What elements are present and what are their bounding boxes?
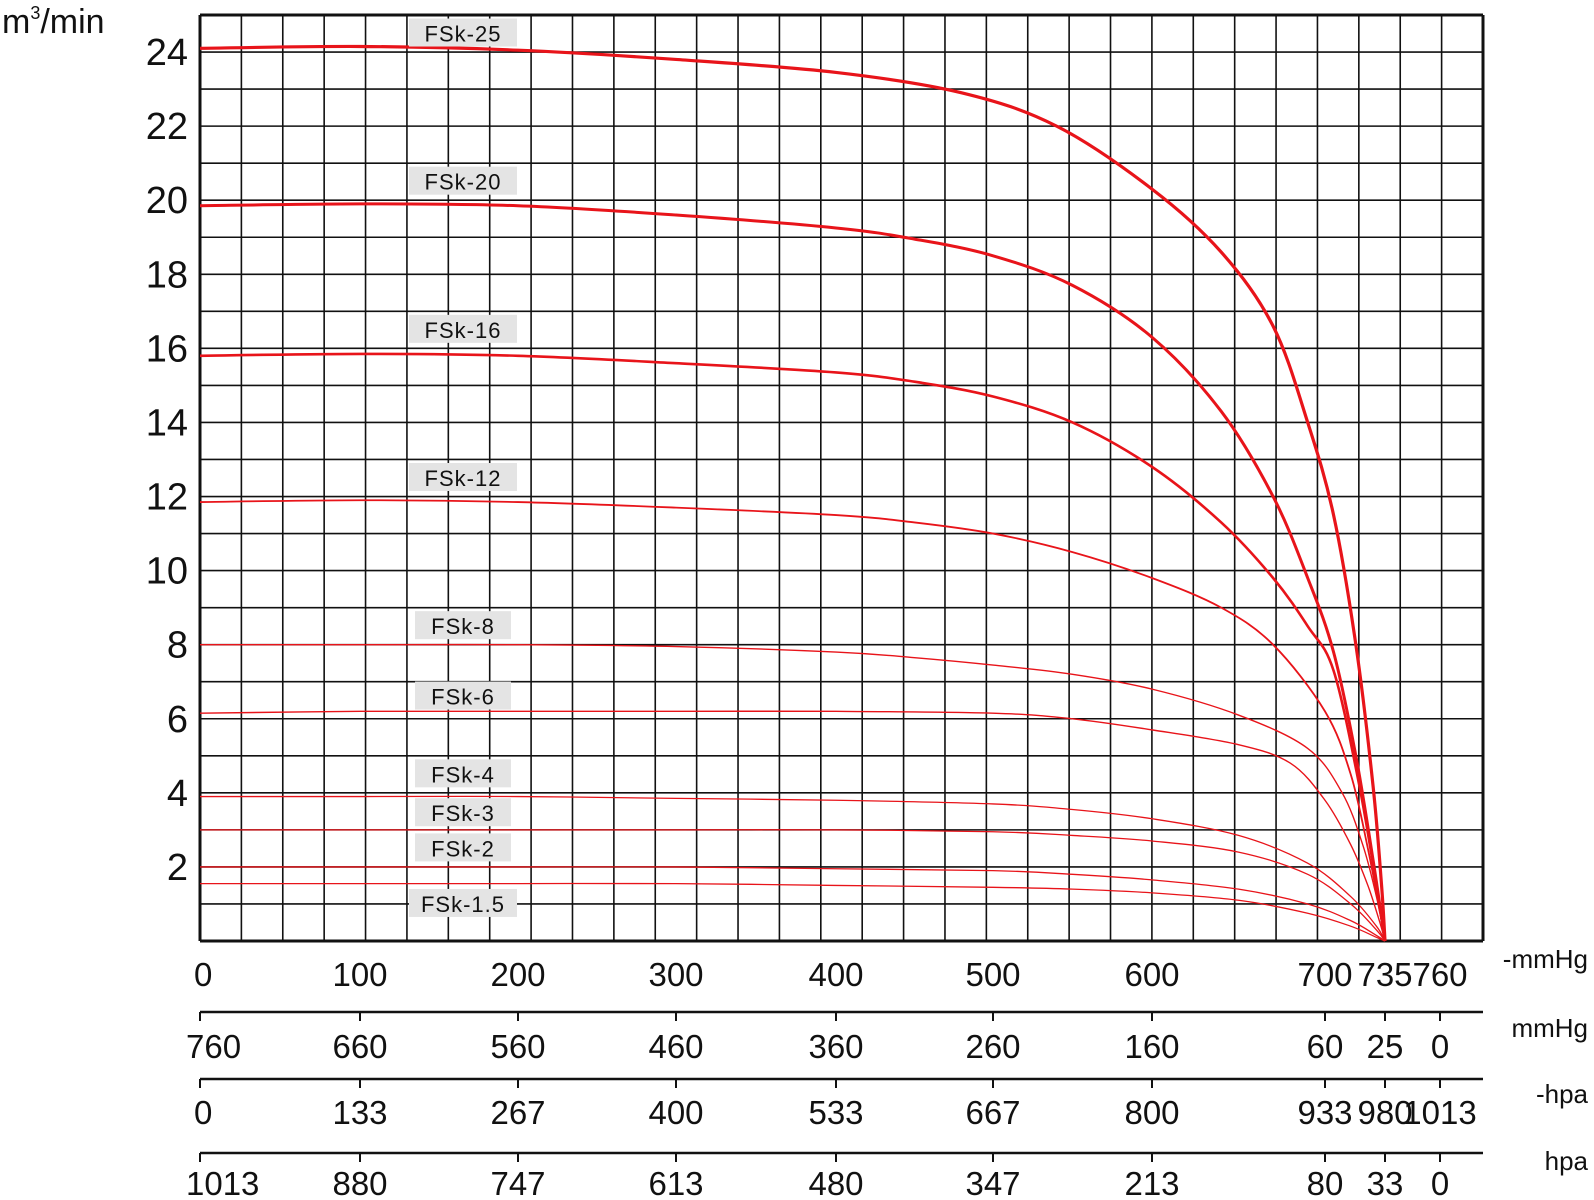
x-tick-label: 200 [490,956,545,993]
x-tick-label: 213 [1124,1165,1179,1200]
series-label-bg [415,833,511,862]
series-label-fsk-3: FSk-3 [431,801,495,826]
x-tick-label: 160 [1124,1028,1179,1065]
x-tick-label: 133 [332,1094,387,1131]
series-line-fsk-16 [199,352,1387,942]
series-label-fsk-6: FSk-6 [431,685,495,710]
x-tick-label: 80 [1307,1165,1344,1200]
x-tick-label: 600 [1124,956,1179,993]
x-tick-label: 0 [194,1094,212,1131]
grid [198,13,1485,943]
x-tick-label: 1013 [1403,1094,1476,1131]
series-label-fsk-8: FSk-8 [431,614,495,639]
series-line-fsk-6 [199,710,1386,942]
x-tick-label: 800 [1124,1094,1179,1131]
x-tick-label: 0 [1431,1028,1449,1065]
series-label-bg [409,314,517,343]
series-label-fsk-25: FSk-25 [425,22,502,47]
x-tick-label: 613 [648,1165,703,1200]
x-tick-label: 735 [1357,956,1412,993]
x-tick-label: 1013 [186,1165,259,1200]
series-label-fsk-2: FSk-2 [431,836,495,861]
series-labels: FSk-25 FSk-20 FSk-16 FSk-12 FSk-8 FSk-6 FSk-4 F… [409,18,517,917]
y-tick-label: 16 [146,328,188,370]
series-line-fsk-1.5 [200,882,1386,942]
x-tick-label: 760 [1412,956,1467,993]
series-line-fsk-12 [199,499,1386,942]
y-tick-label: 24 [146,32,188,74]
x-tick-label: 100 [332,956,387,993]
series-label-fsk-12: FSk-12 [425,466,502,491]
series-line-fsk-8 [200,643,1386,942]
series-label-bg [415,798,511,827]
series-line-fsk-2 [199,866,1386,942]
x-tick-label: 460 [648,1028,703,1065]
x-tick-label: 660 [332,1028,387,1065]
y-tick-label: 18 [146,254,188,296]
series-label-bg [415,681,511,710]
series-label-bg [409,18,517,47]
series-line-fsk-20 [199,202,1387,942]
series-line-fsk-4 [200,795,1386,942]
x-tick-label: 980 [1357,1094,1412,1131]
y-tick-label: 8 [167,625,188,667]
x-tick-label: 300 [648,956,703,993]
series-label-bg [415,611,511,640]
x-tick-label: 500 [965,956,1020,993]
x-axis-unit: -mmHg [1503,944,1588,974]
x-axis-unit: hpa [1545,1146,1589,1176]
x-tick-label: 25 [1367,1028,1404,1065]
series-label-fsk-20: FSk-20 [425,170,502,195]
x-tick-label: 400 [808,956,863,993]
series-line-fsk-25 [199,44,1387,942]
y-tick-label: 6 [167,699,188,741]
x-tick-label: 360 [808,1028,863,1065]
series-label-bg [409,166,517,195]
x-tick-label: 0 [1431,1165,1449,1200]
y-tick-label: 14 [146,402,188,444]
x-axis-unit: mmHg [1511,1013,1588,1043]
x-tick-label: 933 [1297,1094,1352,1131]
x-tick-label: 747 [490,1165,545,1200]
x-tick-label: 33 [1367,1165,1404,1200]
curves [199,44,1387,942]
x-tick-label: 400 [648,1094,703,1131]
x-tick-label: 60 [1307,1028,1344,1065]
x-tick-label: 667 [965,1094,1020,1131]
series-label-bg [415,759,511,788]
x-tick-label: 480 [808,1165,863,1200]
series-label-fsk-4: FSk-4 [431,762,495,787]
x-tick-label: 267 [490,1094,545,1131]
series-label-bg [409,888,517,917]
x-tick-label: 0 [194,956,212,993]
y-axis-label: m3/min [2,3,105,41]
series-label-fsk-16: FSk-16 [425,318,502,343]
x-tick-label: 700 [1297,956,1352,993]
x-tick-label: 880 [332,1165,387,1200]
y-tick-label: 12 [146,477,188,519]
y-tick-label: 22 [146,106,188,148]
x-tick-label: 760 [186,1028,241,1065]
x-tick-label: 560 [490,1028,545,1065]
x-axis-unit: -hpa [1536,1079,1589,1109]
series-label-fsk-1.5: FSk-1.5 [421,892,505,917]
series-label-bg [409,463,517,491]
y-tick-label: 4 [167,773,188,815]
series-line-fsk-3 [200,829,1386,942]
y-tick-label: 20 [146,180,188,222]
y-tick-label: 2 [167,847,188,889]
x-tick-label: 260 [965,1028,1020,1065]
x-tick-label: 533 [808,1094,863,1131]
y-tick-label: 10 [146,551,188,593]
x-tick-label: 347 [965,1165,1020,1200]
